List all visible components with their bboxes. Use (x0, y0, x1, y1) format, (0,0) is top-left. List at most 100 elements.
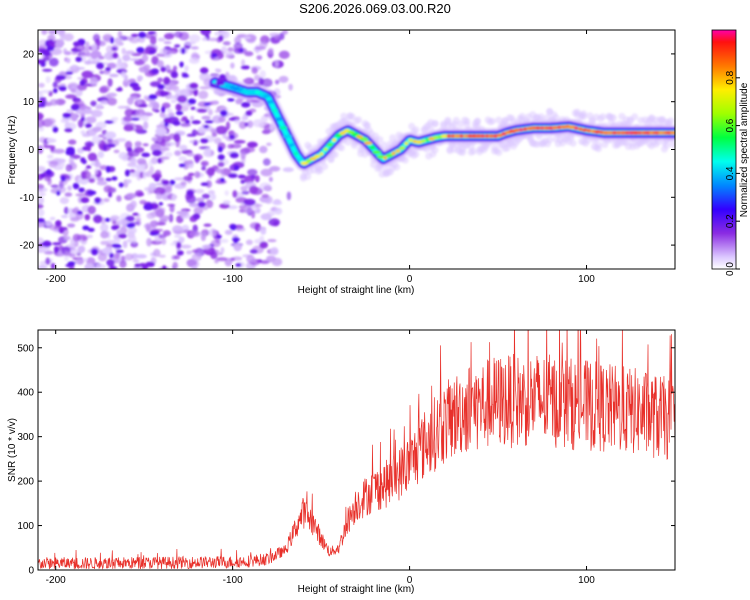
noise-speckle (260, 228, 267, 235)
noise-speckle (76, 46, 83, 50)
ridge-core (385, 153, 394, 158)
noise-speckle (145, 222, 151, 232)
noise-speckle (174, 150, 182, 157)
ridge-halo (412, 126, 420, 134)
noise-speckle (220, 247, 225, 254)
snr-y-tick-label: 400 (17, 388, 34, 399)
ridge-core (637, 131, 643, 135)
noise-speckle (240, 185, 248, 192)
noise-speckle (107, 97, 117, 106)
noise-blob (179, 61, 184, 68)
noise-speckle (188, 202, 200, 208)
noise-speckle (137, 75, 143, 81)
noise-speckle (214, 109, 220, 113)
noise-speckle (199, 86, 211, 90)
ridge-core (404, 141, 409, 146)
noise-speckle (202, 248, 213, 253)
noise-speckle (266, 211, 275, 217)
noise-speckle (53, 148, 65, 154)
noise-speckle (159, 48, 168, 55)
noise-speckle (120, 255, 126, 261)
noise-blob (52, 242, 62, 246)
noise-speckle (171, 193, 177, 202)
noise-speckle (193, 206, 204, 215)
noise-speckle (274, 60, 279, 68)
ridge-halo (599, 113, 607, 121)
ridge-core (607, 131, 613, 135)
noise-blob (217, 81, 225, 86)
noise-speckle (217, 161, 225, 167)
noise-speckle (159, 111, 166, 118)
noise-speckle (274, 34, 280, 40)
noise-blob (115, 88, 123, 92)
ridge-core (395, 149, 401, 153)
noise-speckle (71, 64, 78, 69)
noise-speckle (278, 32, 285, 41)
noise-speckle (92, 126, 103, 132)
noise-speckle (118, 152, 128, 160)
noise-blob (181, 74, 190, 78)
ridge-core (552, 125, 558, 130)
noise-blob (241, 102, 251, 108)
noise-speckle (85, 41, 90, 51)
noise-speckle (184, 159, 194, 165)
noise-speckle (38, 166, 46, 173)
noise-speckle (128, 78, 136, 84)
noise-speckle (166, 108, 173, 114)
noise-speckle (48, 57, 59, 67)
spectrogram-y-tick-label: 20 (23, 49, 35, 60)
figure-title: S206.2026.069.03.00.R20 (299, 1, 451, 16)
noise-blob (115, 249, 124, 253)
noise-speckle (157, 60, 164, 68)
noise-speckle (100, 85, 110, 93)
noise-speckle (63, 33, 74, 42)
noise-speckle (269, 166, 281, 172)
noise-speckle (198, 90, 209, 100)
noise-speckle (214, 68, 220, 72)
noise-speckle (123, 115, 133, 122)
noise-blob (239, 48, 244, 53)
noise-speckle (149, 166, 155, 175)
noise-speckle (158, 254, 166, 258)
noise-blob (191, 120, 201, 125)
noise-speckle (155, 193, 163, 200)
noise-speckle (183, 175, 193, 182)
noise-speckle (149, 220, 159, 227)
noise-speckle (126, 238, 134, 243)
noise-speckle (286, 191, 292, 201)
noise-speckle (47, 177, 52, 186)
ridge-core (391, 151, 397, 156)
noise-speckle (71, 51, 79, 55)
spectrogram-y-tick-label: 10 (23, 97, 35, 108)
noise-blob (209, 83, 217, 88)
noise-speckle (75, 66, 86, 70)
noise-blob (218, 35, 224, 42)
noise-speckle (63, 206, 69, 215)
noise-speckle (254, 74, 260, 81)
noise-speckle (81, 70, 94, 79)
noise-speckle (233, 139, 246, 144)
ridge-halo (331, 151, 339, 159)
noise-speckle (100, 223, 109, 233)
noise-speckle (109, 73, 119, 78)
noise-speckle (77, 245, 86, 253)
spectrogram-y-tick-label: -20 (20, 241, 35, 252)
noise-speckle (164, 85, 170, 89)
noise-speckle (238, 121, 247, 130)
noise-blob (220, 110, 228, 117)
noise-speckle (90, 50, 102, 60)
noise-speckle (190, 46, 199, 50)
noise-speckle (210, 193, 217, 201)
noise-speckle (167, 203, 176, 207)
noise-speckle (91, 135, 101, 144)
noise-speckle (72, 233, 82, 242)
noise-speckle (191, 253, 202, 262)
noise-speckle (138, 66, 149, 73)
noise-blob (169, 179, 176, 185)
noise-blob (229, 224, 237, 231)
ridge-core (496, 133, 504, 138)
noise-blob (66, 146, 75, 154)
noise-blob (240, 65, 250, 70)
noise-blob (197, 201, 206, 208)
snr-x-tick-label: -100 (223, 575, 243, 586)
